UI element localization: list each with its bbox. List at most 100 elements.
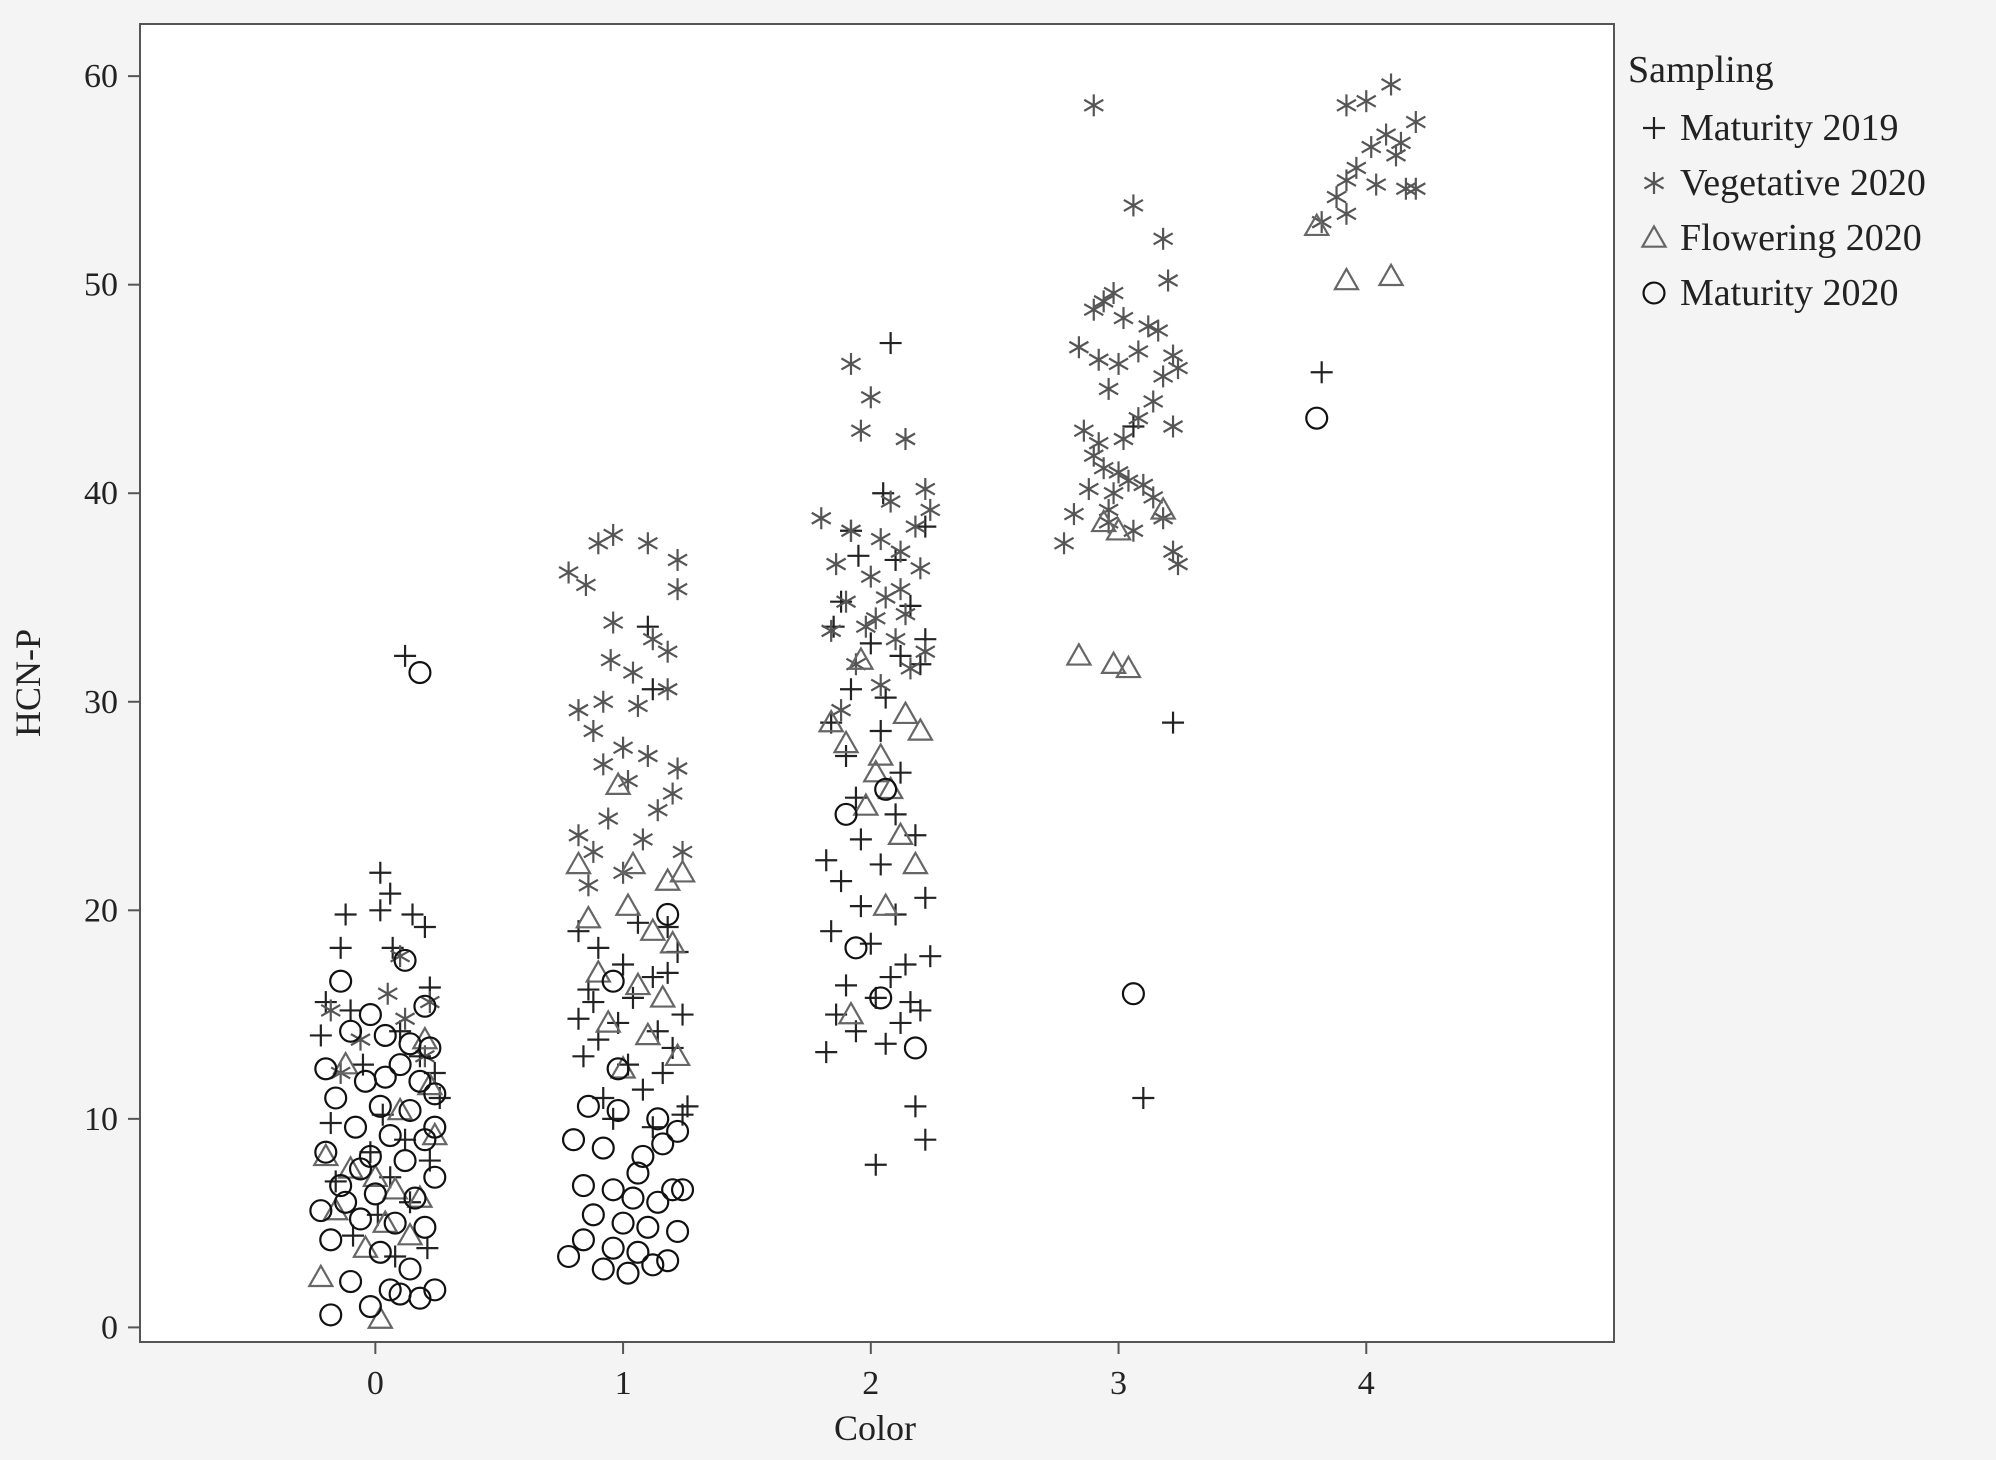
data-point xyxy=(835,590,857,613)
data-point xyxy=(637,532,658,555)
data-point xyxy=(815,849,838,872)
x-tick-label: 0 xyxy=(367,1365,384,1402)
data-point xyxy=(847,544,870,567)
data-point xyxy=(636,1215,660,1239)
data-point xyxy=(919,945,942,968)
data-point xyxy=(598,807,619,830)
data-point xyxy=(600,649,621,672)
data-point xyxy=(920,498,941,521)
data-point xyxy=(388,1282,412,1306)
data-point xyxy=(594,1009,622,1033)
data-point xyxy=(656,915,679,938)
legend-label: Flowering 2020 xyxy=(1680,217,1922,259)
data-point xyxy=(423,1115,447,1139)
data-point xyxy=(641,678,664,701)
data-point xyxy=(413,1215,437,1239)
data-point xyxy=(1148,319,1169,342)
data-point xyxy=(342,1224,365,1247)
data-point xyxy=(859,932,882,955)
data-point xyxy=(378,1278,402,1302)
data-point xyxy=(914,515,937,538)
x-axis-title: Color xyxy=(834,1408,916,1448)
data-point xyxy=(621,986,644,1009)
data-point xyxy=(591,1257,615,1281)
data-point xyxy=(309,1199,333,1223)
data-point xyxy=(1336,94,1357,117)
y-axis: 0 10 20 30 40 50 60 xyxy=(84,58,140,1346)
legend-title: Sampling xyxy=(1628,49,1774,91)
data-point xyxy=(319,1228,343,1252)
data-point xyxy=(631,1078,654,1101)
y-tick-label: 20 xyxy=(84,892,118,929)
data-point xyxy=(870,528,891,551)
data-point xyxy=(1103,282,1124,305)
data-point xyxy=(830,870,853,893)
data-point xyxy=(849,895,872,918)
data-point xyxy=(413,915,436,938)
legend-marker xyxy=(1643,172,1665,194)
x-axis: 0 1 2 3 4 xyxy=(367,1342,1375,1402)
data-point xyxy=(377,982,398,1005)
legend-item: Vegetative 2020 xyxy=(1643,162,1926,204)
x-tick-label: 2 xyxy=(862,1365,879,1402)
data-point xyxy=(662,782,683,805)
data-point xyxy=(1310,361,1333,384)
data-point xyxy=(649,984,677,1008)
data-point xyxy=(358,1003,382,1027)
data-point xyxy=(1063,503,1085,526)
data-point xyxy=(904,1095,927,1118)
data-point xyxy=(879,332,902,355)
y-tick-label: 10 xyxy=(84,1101,118,1138)
data-point xyxy=(1068,336,1089,359)
data-point xyxy=(1115,654,1142,679)
data-point xyxy=(1088,432,1109,455)
data-point xyxy=(1303,212,1331,237)
data-point xyxy=(865,607,886,630)
data-point xyxy=(864,1153,887,1176)
data-point xyxy=(1361,136,1382,159)
data-point xyxy=(1167,553,1189,576)
data-point xyxy=(332,1050,360,1075)
data-point xyxy=(581,1203,605,1227)
data-point xyxy=(867,742,895,766)
data-point xyxy=(889,1011,912,1034)
y-tick-label: 60 xyxy=(84,58,118,95)
data-point xyxy=(646,1190,670,1214)
y-tick-label: 0 xyxy=(101,1309,118,1346)
data-point xyxy=(651,1061,674,1084)
data-point xyxy=(622,661,644,684)
data-point xyxy=(849,828,872,851)
data-point xyxy=(601,1236,625,1260)
data-point xyxy=(369,861,392,884)
data-point xyxy=(826,553,847,576)
data-point xyxy=(835,744,858,767)
data-point xyxy=(1090,508,1118,533)
data-point xyxy=(667,578,688,601)
data-point xyxy=(840,352,862,375)
data-point xyxy=(1093,457,1114,480)
data-point xyxy=(343,1115,368,1139)
data-point xyxy=(1133,473,1154,496)
data-point xyxy=(1053,532,1075,555)
data-point xyxy=(895,603,916,626)
data-point xyxy=(855,615,876,638)
data-point xyxy=(646,1107,670,1131)
data-point xyxy=(319,1112,342,1135)
data-point xyxy=(656,961,679,984)
data-point xyxy=(1153,227,1174,250)
data-point xyxy=(1405,111,1426,134)
data-point xyxy=(850,419,871,442)
data-point xyxy=(860,565,881,588)
data-point xyxy=(386,1096,414,1121)
data-point xyxy=(1118,469,1139,492)
data-point xyxy=(329,936,352,959)
data-point xyxy=(307,1263,335,1288)
data-point xyxy=(637,744,658,767)
y-axis-title: HCN-P xyxy=(8,629,48,737)
data-point xyxy=(847,646,875,670)
data-point xyxy=(639,917,667,941)
data-point xyxy=(314,991,337,1014)
legend-label: Vegetative 2020 xyxy=(1680,162,1926,204)
data-point xyxy=(614,892,642,916)
legend-marker xyxy=(1640,224,1668,248)
